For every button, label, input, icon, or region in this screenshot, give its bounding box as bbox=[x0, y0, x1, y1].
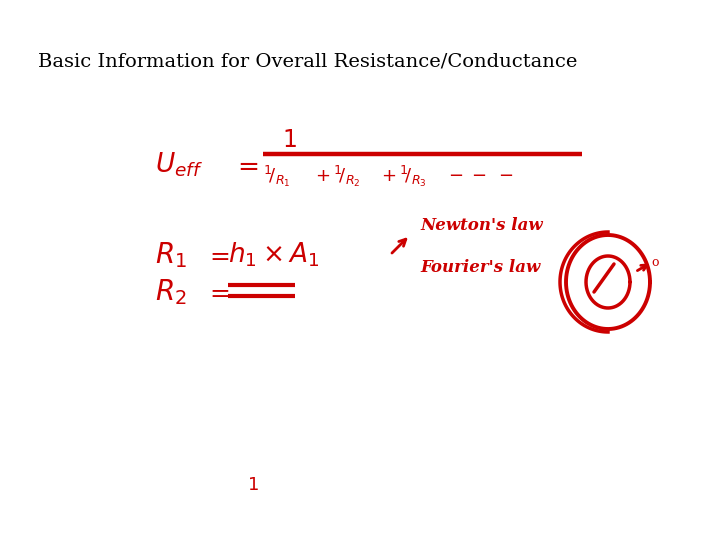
Text: $\mathit{^1\!/_{R_1}}$: $\mathit{^1\!/_{R_1}}$ bbox=[263, 164, 291, 188]
Text: Basic Information for Overall Resistance/Conductance: Basic Information for Overall Resistance… bbox=[38, 53, 577, 71]
Text: $+$: $+$ bbox=[381, 167, 396, 185]
Text: $\mathit{^1\!/_{R_3}}$: $\mathit{^1\!/_{R_3}}$ bbox=[399, 164, 427, 188]
Text: Newton's law: Newton's law bbox=[420, 217, 543, 233]
Text: Fourier's law: Fourier's law bbox=[420, 260, 540, 276]
Text: $\mathit{1}$: $\mathit{1}$ bbox=[247, 476, 258, 494]
Text: $+$: $+$ bbox=[315, 167, 330, 185]
Text: $=$: $=$ bbox=[232, 152, 258, 178]
Text: $\mathit{h_1 \times A_1}$: $\mathit{h_1 \times A_1}$ bbox=[228, 241, 320, 269]
Text: $-\;-\;-$: $-\;-\;-$ bbox=[448, 165, 513, 183]
Text: $=$: $=$ bbox=[205, 280, 230, 304]
Text: $=$: $=$ bbox=[205, 243, 230, 267]
Text: o: o bbox=[651, 255, 659, 268]
Text: $\mathit{R_2}$: $\mathit{R_2}$ bbox=[155, 277, 186, 307]
Text: $\mathit{^1\!/_{R_2}}$: $\mathit{^1\!/_{R_2}}$ bbox=[333, 164, 361, 188]
Text: $\mathit{R_1}$: $\mathit{R_1}$ bbox=[155, 240, 187, 270]
Text: $\mathit{U_{eff}}$: $\mathit{U_{eff}}$ bbox=[155, 151, 203, 179]
Text: $1$: $1$ bbox=[282, 128, 297, 152]
